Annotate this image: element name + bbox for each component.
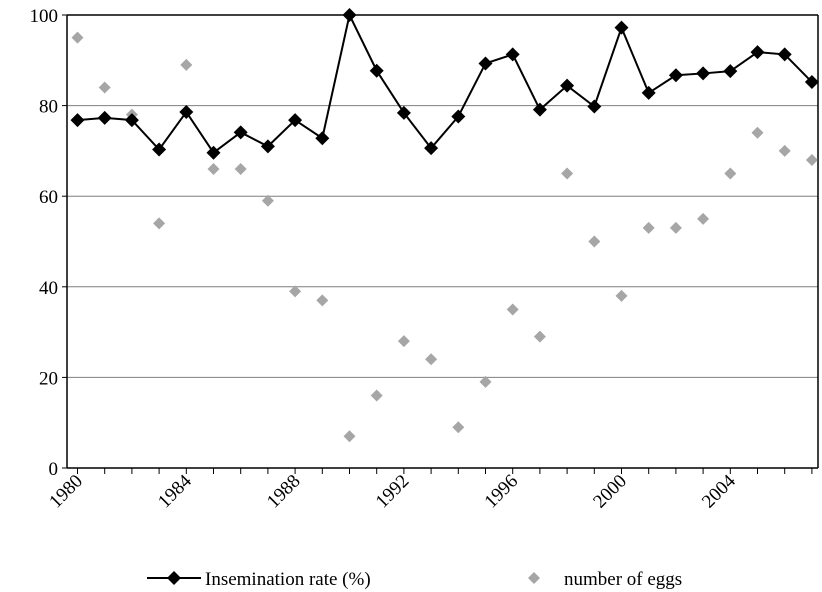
- y-tick-label: 20: [39, 368, 58, 389]
- y-tick-label: 0: [49, 459, 59, 480]
- x-tick-labels: 1980 1984 1988 1992 1996 2000 2004: [45, 470, 740, 512]
- egg-count-point: [615, 289, 628, 302]
- insemination-rate-point: [260, 139, 275, 154]
- insemination-rate-point: [723, 64, 738, 79]
- egg-count-point: [343, 430, 356, 443]
- egg-count-point: [425, 353, 438, 366]
- x-tick-label: 2004: [698, 470, 740, 512]
- egg-count-point: [533, 330, 546, 343]
- insemination-rate-point: [288, 113, 303, 128]
- legend-item-insemination-rate: Insemination rate (%): [147, 569, 371, 590]
- egg-count-point: [71, 31, 84, 44]
- insemination-rate-point: [777, 47, 792, 62]
- insemination-rate-line: [77, 11, 813, 155]
- egg-count-point: [479, 375, 492, 388]
- egg-count-point: [261, 194, 274, 207]
- egg-count-point: [506, 303, 519, 316]
- insemination-rate-point: [505, 47, 520, 62]
- egg-count-point: [642, 221, 655, 234]
- egg-count-point: [289, 285, 302, 298]
- insemination-rate-point: [179, 104, 194, 119]
- series-number-of-eggs: [71, 31, 818, 443]
- y-tick-label: 80: [39, 97, 58, 118]
- egg-count-point: [697, 212, 710, 225]
- series-insemination-rate: [70, 8, 819, 160]
- axes: [62, 14, 819, 474]
- egg-count-point: [805, 153, 818, 166]
- insemination-rate-point: [587, 99, 602, 114]
- egg-count-point: [234, 163, 247, 176]
- egg-count-point: [370, 389, 383, 402]
- egg-count-point: [452, 421, 465, 434]
- egg-count-point: [180, 58, 193, 71]
- insemination-rate-point: [97, 110, 112, 125]
- x-tick-label: 1992: [372, 471, 414, 513]
- y-tick-label: 40: [39, 278, 58, 299]
- x-tick-label: 2000: [589, 471, 631, 513]
- x-tick-label: 1984: [154, 470, 196, 512]
- insemination-rate-point: [668, 68, 683, 83]
- insemination-rate-point: [206, 145, 221, 160]
- y-tick-labels: 0 20 40 60 80 100: [30, 6, 59, 480]
- y-tick-label: 100: [30, 6, 59, 27]
- insemination-rate-point: [315, 131, 330, 146]
- insemination-rate-point: [478, 56, 493, 71]
- egg-count-point: [316, 294, 329, 307]
- x-tick-label: 1988: [263, 471, 305, 513]
- y-tick-label: 60: [39, 187, 58, 208]
- insemination-rate-point: [614, 20, 629, 35]
- egg-count-point: [98, 81, 111, 94]
- egg-count-point: [724, 167, 737, 180]
- egg-count-point: [669, 221, 682, 234]
- insemination-rate-point: [641, 85, 656, 100]
- insemination-rate-point: [451, 109, 466, 124]
- egg-count-point: [207, 163, 220, 176]
- insemination-rate-point: [70, 113, 85, 128]
- legend-label-insemination-rate: Insemination rate (%): [205, 569, 371, 590]
- insemination-rate-point: [696, 66, 711, 81]
- egg-count-point: [397, 335, 410, 348]
- egg-count-point: [153, 217, 166, 230]
- insemination-rate-point: [804, 75, 819, 90]
- egg-count-point: [588, 235, 601, 248]
- insemination-rate-point: [532, 102, 547, 117]
- insemination-rate-point: [342, 8, 357, 22]
- legend-label-number-of-eggs: number of eggs: [564, 569, 682, 590]
- egg-count-point: [561, 167, 574, 180]
- legend: Insemination rate (%) number of eggs: [147, 569, 682, 590]
- insemination-rate-point: [396, 105, 411, 120]
- insemination-rate-point: [233, 125, 248, 140]
- egg-count-point: [778, 144, 791, 157]
- insemination-rate-point: [750, 45, 765, 60]
- legend-item-number-of-eggs: number of eggs: [528, 569, 682, 590]
- insemination-rate-point: [124, 113, 139, 128]
- insemination-rate-point: [152, 142, 167, 157]
- insemination-rate-point: [424, 141, 439, 156]
- x-tick-label: 1996: [481, 471, 523, 513]
- egg-count-point: [751, 126, 764, 139]
- insemination-rate-point: [369, 63, 384, 78]
- gridlines: [67, 105, 818, 378]
- insemination-rate-point: [560, 78, 575, 93]
